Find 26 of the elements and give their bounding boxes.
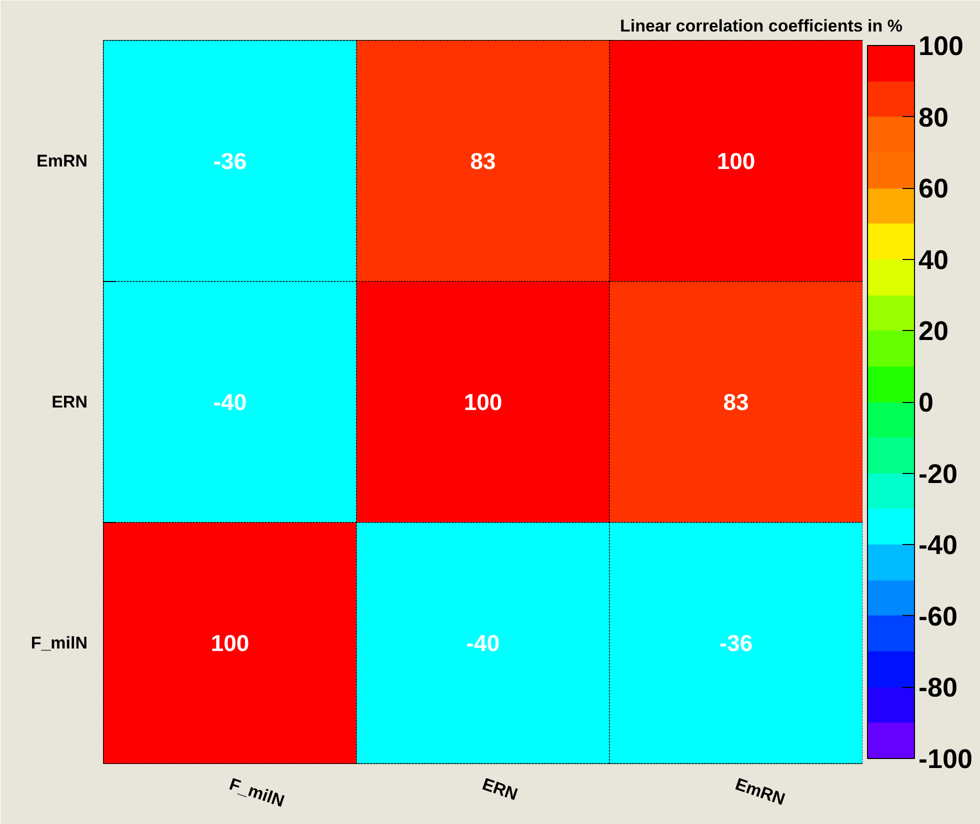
data-label: -36 <box>213 148 247 174</box>
color-bar-label: 20 <box>918 316 949 346</box>
color-bar-label: 80 <box>918 102 949 132</box>
color-bar-label: -100 <box>918 744 973 774</box>
x-tick-label: ERN <box>480 774 520 804</box>
data-label: 100 <box>716 148 756 174</box>
y-tick-label: EmRN <box>36 152 88 170</box>
data-label: -40 <box>213 389 247 415</box>
data-label: 100 <box>464 389 502 415</box>
data-label: 83 <box>723 389 749 415</box>
data-label: -36 <box>719 630 753 656</box>
x-tick-label: EmRN <box>732 774 788 810</box>
color-bar-label: 40 <box>918 244 949 275</box>
data-label: 83 <box>470 148 496 174</box>
data-label: 100 <box>210 630 250 656</box>
y-tick-label: F_milN <box>30 634 88 652</box>
data-label: -40 <box>466 630 500 656</box>
color-bar-label: -20 <box>918 458 958 489</box>
y-tick-label: ERN <box>52 392 88 412</box>
color-bar-label: -60 <box>918 601 958 632</box>
color-bar-label: 0 <box>918 388 934 418</box>
color-bar-label: 60 <box>918 174 949 204</box>
color-bar-label: 100 <box>918 31 964 61</box>
color-bar-title: Linear correlation coefficients in % <box>620 16 903 36</box>
color-bar-label: -80 <box>918 672 958 703</box>
color-bar-label: -40 <box>918 530 958 560</box>
